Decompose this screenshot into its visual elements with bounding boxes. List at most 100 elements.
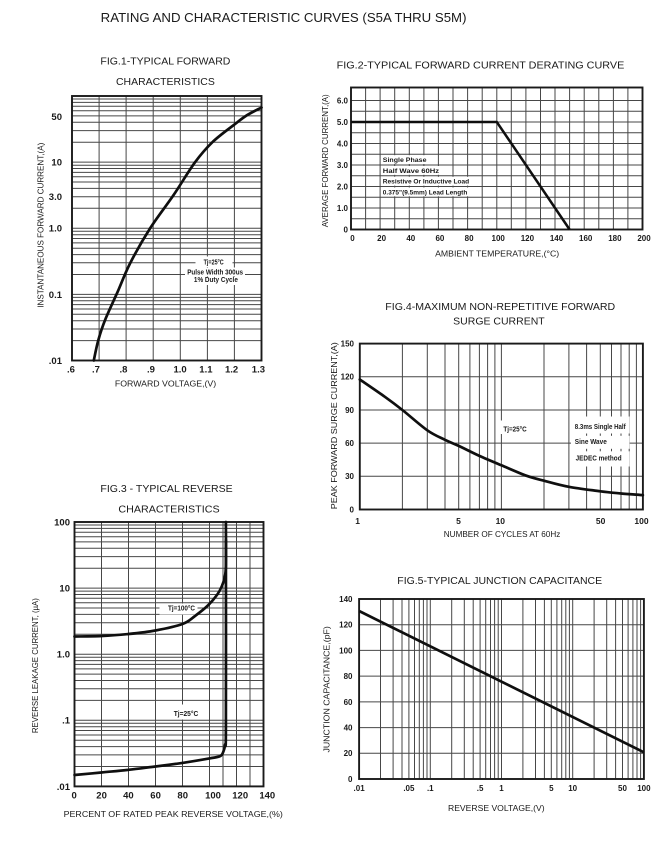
svg-text:NUMBER OF CYCLES AT 60Hz: NUMBER OF CYCLES AT 60Hz (444, 530, 561, 539)
svg-text:8.3ms Single Half: 8.3ms Single Half (575, 422, 626, 431)
svg-text:.9: .9 (147, 365, 155, 376)
svg-text:1.2: 1.2 (225, 365, 238, 376)
svg-text:140: 140 (550, 234, 564, 243)
svg-text:AVERAGE FORWARD CURRENT,(A): AVERAGE FORWARD CURRENT,(A) (321, 94, 330, 227)
svg-text:0: 0 (71, 791, 76, 802)
svg-text:Tj=25°C: Tj=25°C (503, 425, 526, 434)
svg-text:180: 180 (608, 234, 622, 243)
svg-text:120: 120 (232, 791, 248, 802)
svg-text:40: 40 (344, 724, 353, 733)
svg-text:60: 60 (344, 698, 353, 707)
svg-text:1.0: 1.0 (337, 204, 349, 213)
svg-text:0: 0 (350, 505, 355, 514)
svg-text:FORWARD VOLTAGE,(V): FORWARD VOLTAGE,(V) (115, 380, 217, 389)
svg-text:50: 50 (618, 784, 627, 793)
svg-text:20: 20 (377, 234, 386, 243)
svg-text:.1: .1 (427, 784, 434, 793)
svg-text:200: 200 (637, 234, 651, 243)
svg-text:120: 120 (341, 373, 355, 382)
svg-text:0.375"(9.5mm) Lead Length: 0.375"(9.5mm) Lead Length (383, 189, 468, 196)
svg-text:120: 120 (521, 234, 535, 243)
svg-text:40: 40 (123, 791, 134, 802)
svg-text:100: 100 (205, 791, 221, 802)
svg-text:.7: .7 (92, 365, 100, 376)
svg-text:80: 80 (344, 672, 353, 681)
svg-text:REVERSE VOLTAGE,(V): REVERSE VOLTAGE,(V) (448, 804, 545, 813)
svg-text:.01: .01 (354, 784, 366, 793)
svg-text:PEAK FORWARD SURGE CURRENT,(A): PEAK FORWARD SURGE CURRENT,(A) (330, 342, 339, 509)
svg-text:10: 10 (496, 516, 506, 526)
svg-text:60: 60 (435, 234, 444, 243)
svg-text:.01: .01 (49, 356, 63, 367)
svg-text:REVERSE LEAKAGE CURRENT, (µA): REVERSE LEAKAGE CURRENT, (µA) (31, 598, 40, 733)
svg-text:140: 140 (339, 595, 353, 604)
svg-text:FIG.2-TYPICAL FORWARD CURRENT: FIG.2-TYPICAL FORWARD CURRENT DERATING C… (337, 61, 625, 72)
svg-text:140: 140 (259, 791, 275, 802)
svg-text:1.0: 1.0 (57, 650, 70, 661)
svg-text:5: 5 (549, 784, 554, 793)
svg-text:1.0: 1.0 (49, 224, 62, 235)
svg-text:SURGE CURRENT: SURGE CURRENT (453, 317, 545, 328)
svg-text:FIG.3 - TYPICAL REVERSE: FIG.3 - TYPICAL REVERSE (100, 484, 233, 495)
svg-text:2.0: 2.0 (337, 182, 349, 191)
svg-text:AMBIENT TEMPERATURE,(°C): AMBIENT TEMPERATURE,(°C) (435, 250, 559, 259)
svg-text:100: 100 (492, 234, 506, 243)
svg-text:100: 100 (54, 517, 70, 528)
svg-text:20: 20 (344, 749, 353, 758)
svg-text:RATING AND CHARACTERISTIC CURV: RATING AND CHARACTERISTIC CURVES (S5A TH… (101, 10, 467, 25)
svg-text:30: 30 (345, 472, 354, 481)
svg-text:Tj=25°C: Tj=25°C (174, 710, 199, 718)
svg-text:6.0: 6.0 (337, 96, 349, 105)
svg-text:1.0: 1.0 (173, 365, 186, 376)
svg-text:160: 160 (579, 234, 593, 243)
svg-text:10: 10 (51, 158, 62, 169)
svg-text:1: 1 (499, 784, 504, 793)
svg-text:50: 50 (51, 112, 62, 123)
svg-text:Resistive Or Inductive Load: Resistive Or Inductive Load (383, 179, 469, 186)
svg-text:80: 80 (465, 234, 474, 243)
svg-text:3.0: 3.0 (49, 192, 62, 203)
svg-text:1: 1 (355, 516, 360, 526)
svg-text:20: 20 (96, 791, 107, 802)
svg-text:150: 150 (341, 340, 355, 349)
svg-text:CHARACTERISTICS: CHARACTERISTICS (116, 77, 215, 88)
svg-text:100: 100 (634, 516, 648, 526)
svg-text:50: 50 (596, 516, 606, 526)
svg-text:Single Phase: Single Phase (383, 157, 427, 164)
svg-text:FIG.1-TYPICAL FORWARD: FIG.1-TYPICAL FORWARD (100, 57, 230, 68)
svg-text:100: 100 (637, 784, 651, 793)
svg-text:1% Duty Cycle: 1% Duty Cycle (194, 277, 238, 284)
svg-text:60: 60 (150, 791, 161, 802)
svg-text:5.0: 5.0 (337, 118, 349, 127)
svg-text:INSTANTANEOUS FORWARD CURRENT,: INSTANTANEOUS FORWARD CURRENT,(A) (37, 142, 46, 307)
svg-text:4.0: 4.0 (337, 139, 349, 148)
svg-text:3.0: 3.0 (337, 161, 349, 170)
svg-text:80: 80 (177, 791, 188, 802)
svg-text:PERCENT OF RATED PEAK REVERSE: PERCENT OF RATED PEAK REVERSE VOLTAGE,(%… (64, 810, 284, 819)
svg-text:.5: .5 (477, 784, 484, 793)
svg-text:Pulse Width 300us: Pulse Width 300us (187, 269, 243, 276)
svg-text:.8: .8 (120, 365, 128, 376)
svg-text:Tj=25°C: Tj=25°C (204, 259, 224, 267)
svg-text:.05: .05 (403, 784, 415, 793)
svg-text:60: 60 (345, 439, 354, 448)
svg-text:0.1: 0.1 (49, 290, 63, 301)
svg-text:120: 120 (339, 621, 353, 630)
svg-text:JEDEC method: JEDEC method (576, 453, 622, 462)
svg-text:10: 10 (59, 584, 70, 595)
svg-text:FIG.5-TYPICAL JUNCTION CAPACIT: FIG.5-TYPICAL JUNCTION CAPACITANCE (397, 576, 602, 587)
svg-text:Tj=100°C: Tj=100°C (168, 605, 195, 613)
svg-text:100: 100 (339, 646, 353, 655)
svg-text:5: 5 (456, 516, 461, 526)
svg-text:FIG.4-MAXIMUM NON-REPETITIVE F: FIG.4-MAXIMUM NON-REPETITIVE FORWARD (385, 302, 615, 313)
svg-text:JUNCTION CAPACITANCE,(pF): JUNCTION CAPACITANCE,(pF) (323, 626, 332, 753)
svg-text:.1: .1 (62, 716, 71, 727)
svg-text:1.3: 1.3 (252, 365, 265, 376)
svg-text:CHARACTERISTICS: CHARACTERISTICS (118, 505, 220, 516)
svg-text:90: 90 (345, 406, 354, 415)
svg-text:0: 0 (344, 225, 349, 234)
svg-text:10: 10 (568, 784, 577, 793)
svg-text:.6: .6 (67, 365, 75, 376)
svg-text:0: 0 (348, 775, 353, 784)
svg-text:1.1: 1.1 (199, 365, 213, 376)
